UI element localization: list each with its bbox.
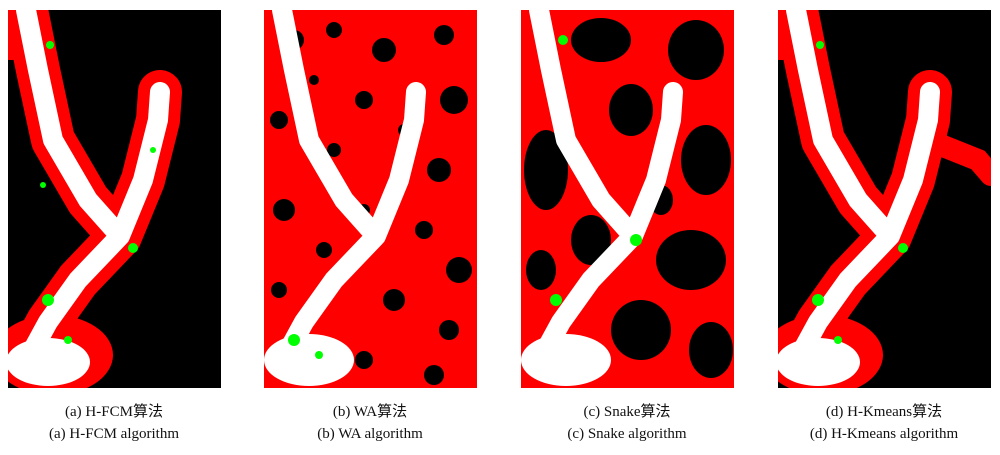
caption-cn: (c) Snake算法: [583, 402, 670, 420]
result-image-c: [521, 10, 734, 388]
result-image-b: [264, 10, 477, 388]
caption-en: (c) Snake algorithm: [567, 426, 686, 442]
caption-cn: (b) WA算法: [333, 402, 407, 420]
caption-cn: (a) H-FCM算法: [65, 402, 163, 420]
caption-en: (b) WA algorithm: [317, 426, 423, 442]
result-image-a: [8, 10, 221, 388]
caption-en: (a) H-FCM algorithm: [49, 426, 179, 442]
caption-en: (d) H-Kmeans algorithm: [810, 426, 959, 442]
caption-cn: (d) H-Kmeans算法: [826, 402, 942, 420]
result-image-d: [778, 10, 991, 388]
captions: (a) H-FCM算法 (a) H-FCM algorithm (b) WA算法 (b…: [49, 402, 958, 442]
